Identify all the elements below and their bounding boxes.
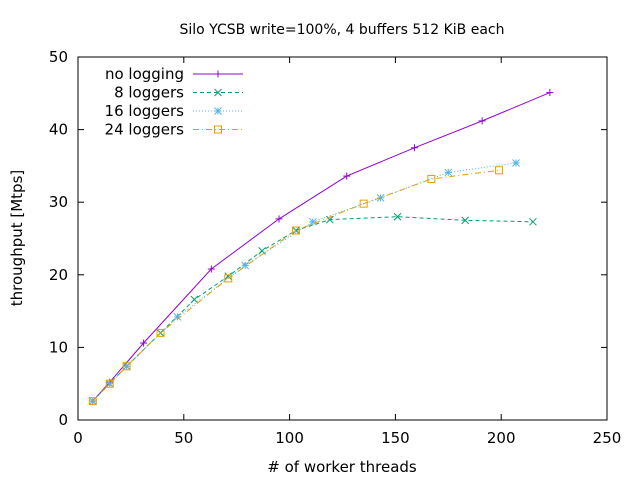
series-line: [92, 216, 533, 402]
series-16-loggers: [88, 159, 520, 405]
data-point: [190, 295, 199, 304]
series-line: [92, 169, 500, 402]
legend-label: no logging: [105, 65, 184, 83]
data-point: [495, 166, 504, 175]
data-point: [343, 172, 351, 180]
data-point: [122, 362, 131, 371]
data-point: [309, 217, 317, 226]
y-tick-label: 30: [49, 193, 68, 211]
x-tick-label: 50: [174, 429, 193, 447]
data-point: [224, 272, 233, 281]
data-point: [207, 265, 215, 273]
x-tick-label: 0: [73, 429, 83, 447]
data-point: [156, 328, 165, 337]
data-point: [88, 397, 97, 406]
legend-label: 16 loggers: [105, 102, 185, 120]
series-line: [92, 162, 517, 402]
plot-frame: [77, 56, 608, 421]
data-point: [427, 174, 436, 183]
x-tick-label: 250: [593, 429, 622, 447]
data-point: [512, 159, 520, 167]
data-point: [529, 217, 537, 226]
series-layer: [88, 89, 554, 406]
data-point: [410, 144, 418, 152]
data-point: [140, 339, 148, 347]
legend-marker: [214, 88, 222, 97]
legend-label: 24 loggers: [105, 121, 185, 139]
x-axis-label: # of worker threads: [267, 458, 417, 476]
data-point: [224, 274, 233, 283]
series-8-loggers: [88, 212, 537, 405]
data-point: [359, 199, 368, 208]
data-point: [461, 216, 470, 225]
data-point: [258, 246, 266, 255]
chart-title: Silo YCSB write=100%, 4 buffers 512 KiB …: [180, 22, 505, 38]
data-point: [393, 212, 402, 221]
data-point: [291, 226, 300, 235]
data-point: [275, 215, 283, 223]
data-point: [478, 117, 486, 125]
x-tick-label: 100: [275, 429, 304, 447]
series-24-loggers: [88, 166, 504, 406]
data-point: [444, 168, 453, 177]
axis-ticks: 0 50 100 150 200 250 0 10 20 30 40 50: [49, 48, 621, 447]
legend-marker: [214, 70, 222, 78]
data-point: [325, 215, 334, 224]
x-tick-label: 150: [381, 429, 410, 447]
series-line: [92, 92, 551, 402]
legend-marker: [214, 107, 222, 115]
y-tick-label: 10: [49, 338, 68, 356]
y-tick-label: 20: [49, 266, 68, 284]
legend-marker: [214, 125, 222, 134]
x-tick-label: 200: [487, 429, 516, 447]
y-tick-label: 50: [49, 48, 68, 66]
y-tick-label: 40: [49, 121, 68, 139]
legend-label: 8 loggers: [114, 84, 184, 102]
data-point: [546, 89, 554, 97]
y-tick-label: 0: [58, 411, 68, 429]
data-point: [105, 379, 114, 388]
data-point: [241, 261, 250, 270]
y-axis-label: throughput [Mtps]: [8, 170, 26, 306]
